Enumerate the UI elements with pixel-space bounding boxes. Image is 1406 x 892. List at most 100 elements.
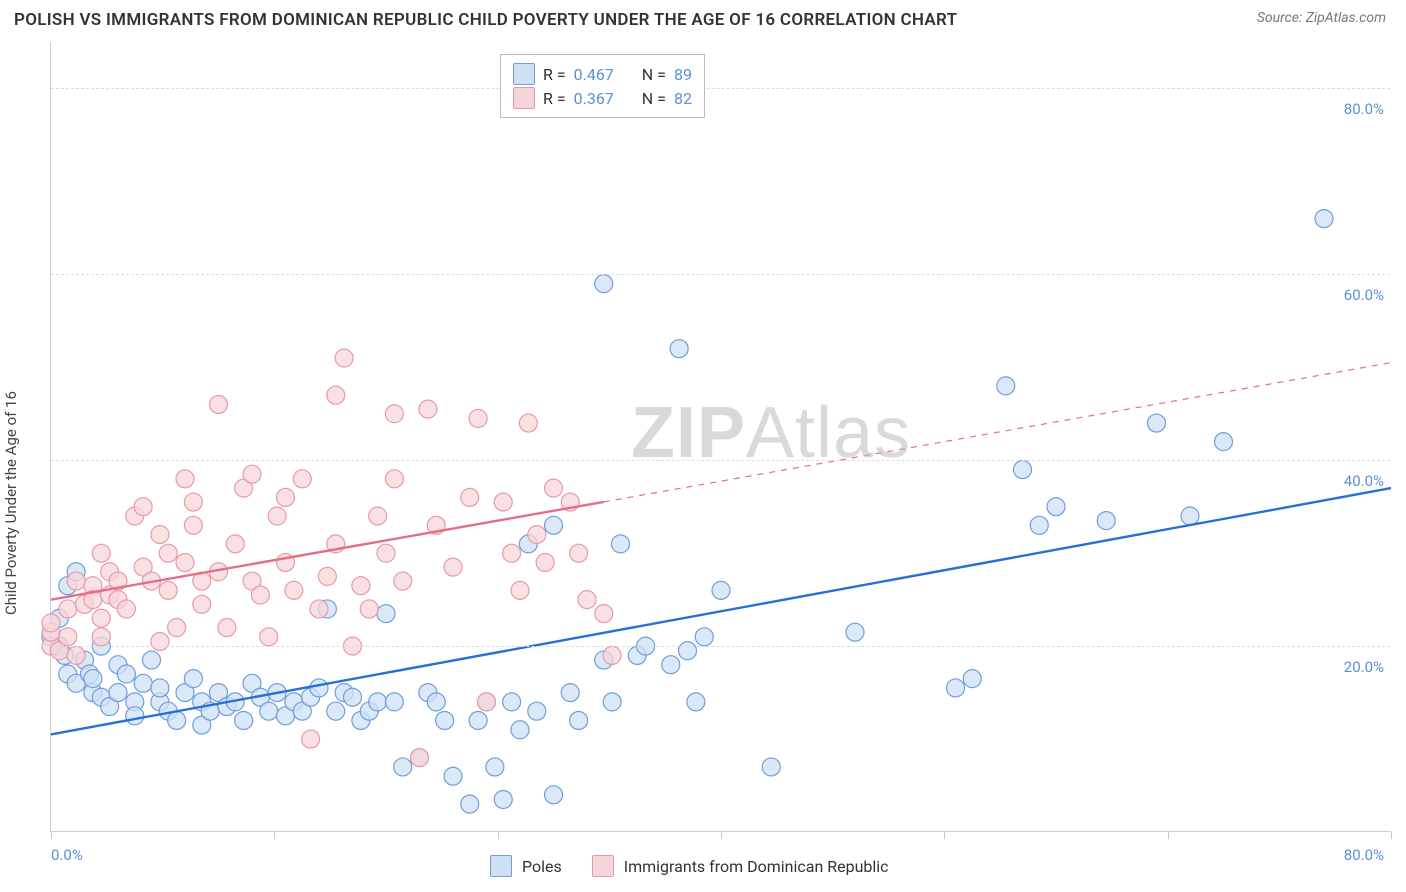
data-point-dominican [335,349,353,367]
data-point-poles [84,670,102,688]
trendline-poles [51,488,1391,734]
data-point-dominican [444,558,462,576]
data-point-dominican [360,600,378,618]
x-tick-label-min: 0.0% [51,846,83,864]
legend-swatch-dominican [592,855,614,877]
data-point-poles [545,786,563,804]
data-point-dominican [176,470,194,488]
data-point-dominican [394,572,412,590]
data-point-dominican [218,619,236,637]
data-point-dominican [369,507,387,525]
data-point-dominican [302,730,320,748]
data-point-poles [1181,507,1199,525]
data-point-poles [687,693,705,711]
data-point-poles [679,642,697,660]
legend-swatch-poles [490,855,512,877]
data-point-dominican [226,535,244,553]
data-point-dominican [511,581,529,599]
legend-swatch-dominican [513,87,535,109]
chart-title: POLISH VS IMMIGRANTS FROM DOMINICAN REPU… [14,10,957,30]
data-point-poles [1215,433,1233,451]
data-point-dominican [385,405,403,423]
x-tick [274,831,275,839]
title-bar: POLISH VS IMMIGRANTS FROM DOMINICAN REPU… [0,0,1406,36]
data-point-poles [846,623,864,641]
source-attribution: Source: ZipAtlas.com [1257,10,1386,26]
legend-label-poles: Poles [522,857,562,876]
data-point-dominican [469,409,487,427]
stat-r-label: R = [543,89,566,108]
stats-row-dominican: R = 0.367 N = 82 [513,87,692,109]
data-point-poles [327,702,345,720]
data-point-dominican [268,507,286,525]
data-point-poles [486,758,504,776]
gridline-h [51,460,1390,461]
data-point-dominican [519,414,537,432]
data-point-poles [143,651,161,669]
stat-n-value-poles: 89 [674,65,692,84]
data-point-dominican [67,646,85,664]
data-point-poles [1315,210,1333,228]
data-point-dominican [184,493,202,511]
y-axis-title: Child Poverty Under the Age of 16 [2,391,20,615]
data-point-dominican [377,544,395,562]
data-point-poles [947,679,965,697]
data-point-dominican [243,465,261,483]
data-point-dominican [176,553,194,571]
data-point-dominican [92,628,110,646]
data-point-poles [1030,516,1048,534]
data-point-dominican [92,544,110,562]
data-point-poles [503,693,521,711]
data-point-poles [963,670,981,688]
stat-r-label: R = [543,65,566,84]
data-point-poles [444,767,462,785]
data-point-dominican [494,493,512,511]
data-point-dominican [92,609,110,627]
stat-n-label: N = [642,89,666,108]
data-point-poles [134,674,152,692]
data-point-poles [260,702,278,720]
data-point-poles [184,670,202,688]
data-point-dominican [310,600,328,618]
data-point-poles [427,693,445,711]
stat-r-value-poles: 0.467 [574,65,614,84]
data-point-poles [126,707,144,725]
x-tick [51,831,52,839]
data-point-dominican [42,614,60,632]
data-point-poles [461,795,479,813]
y-tick-label: 40.0% [1314,472,1384,490]
data-point-dominican [285,581,303,599]
data-point-poles [1014,461,1032,479]
data-point-dominican [603,646,621,664]
data-point-poles [603,693,621,711]
stat-r-value-dominican: 0.367 [574,89,614,108]
data-point-poles [394,758,412,776]
x-tick-label-max: 80.0% [1344,846,1384,864]
data-point-dominican [168,619,186,637]
data-point-dominican [260,628,278,646]
data-point-dominican [184,516,202,534]
gridline-h [51,274,1390,275]
data-point-dominican [159,581,177,599]
legend-swatch-poles [513,63,535,85]
data-point-dominican [151,526,169,544]
data-point-poles [997,377,1015,395]
data-point-dominican [536,553,554,571]
stat-n-value-dominican: 82 [674,89,692,108]
data-point-poles [595,275,613,293]
data-point-dominican [461,488,479,506]
data-point-dominican [352,577,370,595]
data-point-poles [662,656,680,674]
data-point-dominican [293,470,311,488]
data-point-poles [469,711,487,729]
data-point-dominican [478,693,496,711]
data-point-dominican [318,567,336,585]
data-point-poles [545,516,563,534]
data-point-poles [369,693,387,711]
data-point-poles [235,711,253,729]
data-point-dominican [578,591,596,609]
data-point-dominican [59,628,77,646]
y-tick-label: 80.0% [1314,100,1384,118]
x-tick [498,831,499,839]
x-tick [1391,831,1392,839]
